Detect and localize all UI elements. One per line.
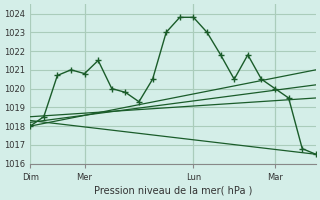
X-axis label: Pression niveau de la mer( hPa ): Pression niveau de la mer( hPa ) (94, 186, 252, 196)
